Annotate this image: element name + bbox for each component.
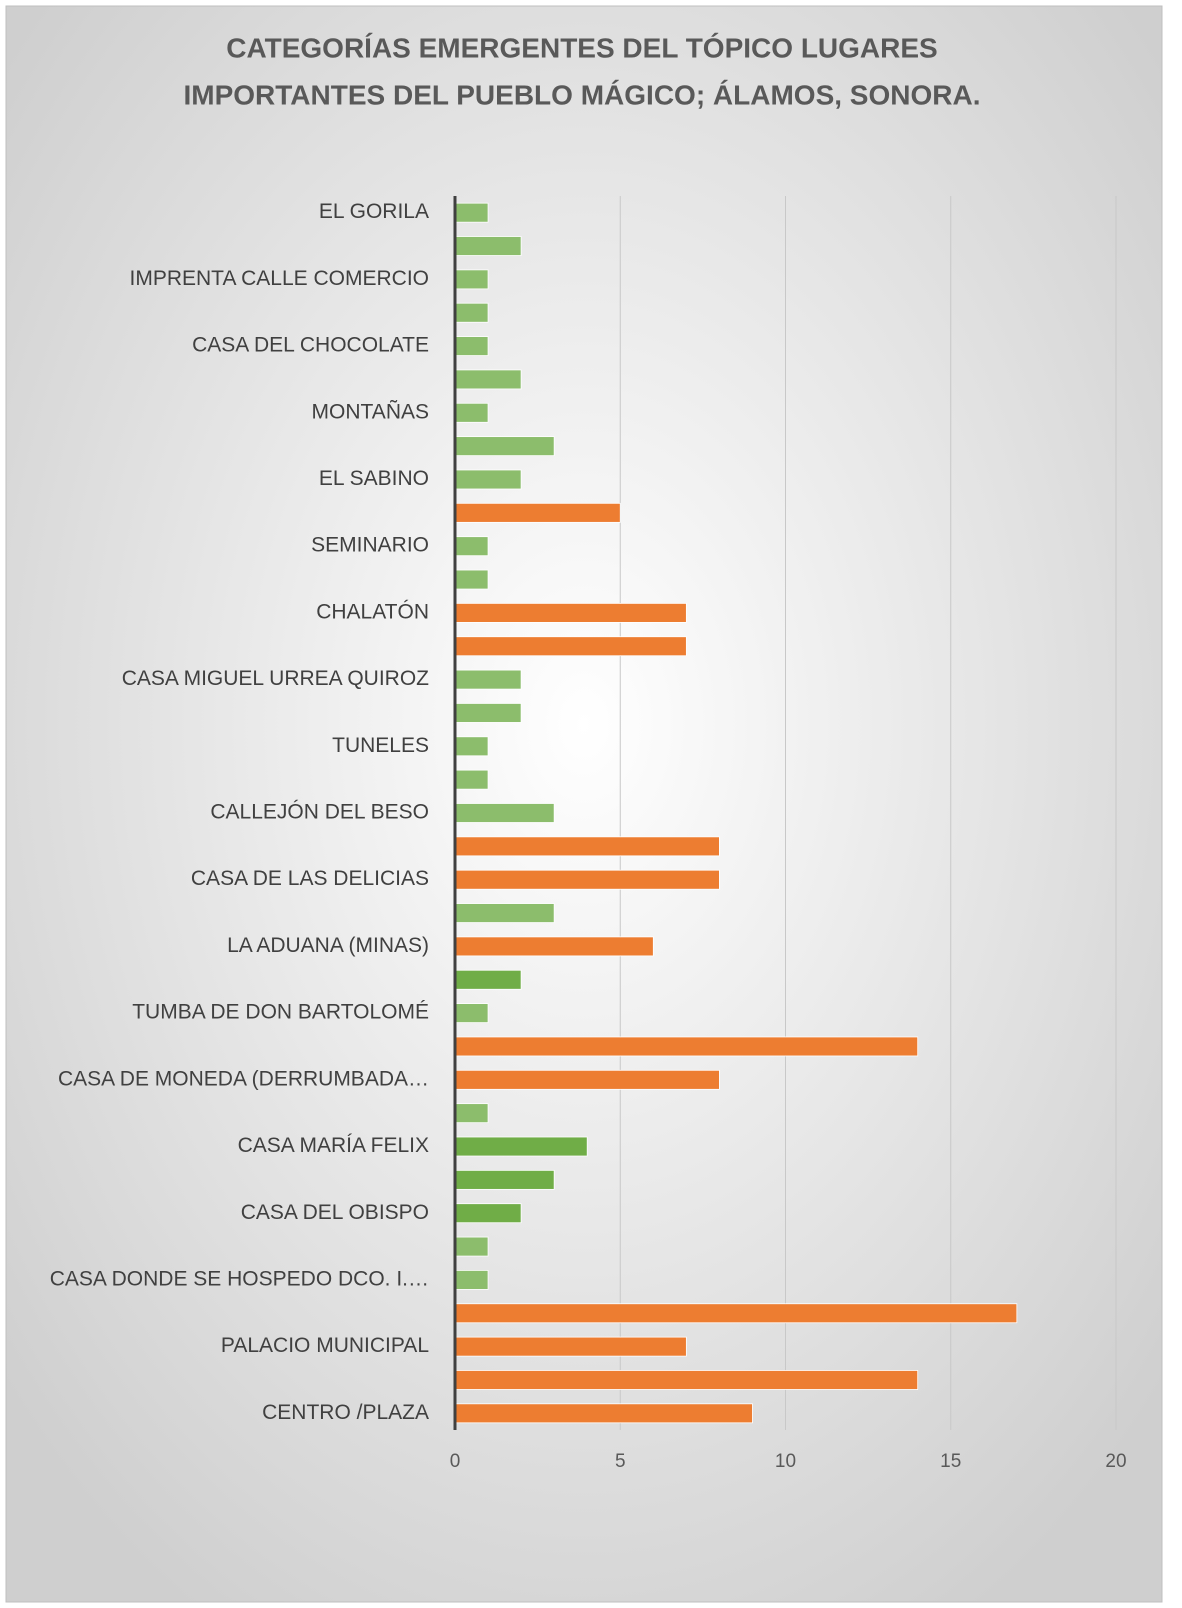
y-tick-label: TUNELES — [332, 734, 429, 757]
y-tick-label: CALLEJÓN DEL BESO — [210, 801, 429, 824]
bar — [454, 903, 555, 923]
bar — [454, 869, 720, 890]
bar — [454, 369, 522, 390]
y-tick-label: EL SABINO — [319, 467, 429, 490]
bar — [454, 969, 522, 990]
y-tick-label: CENTRO /PLAZA — [262, 1401, 429, 1424]
y-tick-label: CASA DEL CHOCOLATE — [192, 334, 429, 357]
bar — [454, 569, 489, 590]
bar — [454, 803, 555, 823]
y-tick-label: IMPRENTA CALLE COMERCIO — [130, 267, 430, 290]
y-tick-label: CASA MARÍA FELIX — [238, 1134, 429, 1157]
chart-title: CATEGORÍAS EMERGENTES DEL TÓPICO LUGARES — [226, 32, 937, 63]
chart-title: IMPORTANTES DEL PUEBLO MÁGICO; ÁLAMOS, S… — [184, 79, 981, 110]
bar — [454, 1203, 522, 1224]
y-tick-label: CASA DE LAS DELICIAS — [191, 867, 429, 890]
bar — [454, 469, 522, 490]
bar — [454, 502, 621, 523]
bar — [454, 1069, 720, 1090]
y-tick-label: CASA MIGUEL URREA QUIROZ — [122, 667, 429, 690]
bar — [454, 1136, 588, 1157]
bar — [454, 336, 489, 356]
y-tick-label: MONTAÑAS — [312, 399, 429, 423]
x-tick-label: 10 — [775, 1451, 796, 1472]
bar — [454, 402, 489, 423]
y-tick-label: TUMBA DE DON BARTOLOMÉ — [132, 1001, 429, 1024]
bar — [454, 536, 489, 557]
x-tick-label: 15 — [940, 1451, 961, 1472]
bar — [454, 936, 654, 957]
bar — [454, 302, 489, 323]
bar — [454, 1270, 489, 1290]
bar — [454, 769, 489, 790]
bar — [454, 636, 687, 657]
bar — [454, 669, 522, 690]
x-tick-label: 5 — [615, 1451, 626, 1472]
chart-background — [5, 5, 1163, 1603]
y-tick-label: SEMINARIO — [311, 534, 429, 557]
x-tick-label: 0 — [450, 1451, 461, 1472]
y-tick-label: CHALATÓN — [316, 600, 429, 623]
bar — [454, 1036, 919, 1057]
bar — [454, 1169, 555, 1190]
bar — [454, 236, 522, 256]
y-tick-label: PALACIO MUNICIPAL — [221, 1334, 429, 1357]
y-tick-label: LA ADUANA (MINAS) — [227, 934, 429, 957]
bar — [454, 1003, 489, 1024]
bar — [454, 1370, 919, 1390]
bar — [454, 1403, 753, 1424]
y-tick-label: CASA DEL OBISPO — [241, 1201, 429, 1224]
bar — [454, 202, 489, 223]
bar — [454, 736, 489, 757]
bar — [454, 1303, 1018, 1324]
bar — [454, 1236, 489, 1257]
y-tick-label: EL GORILA — [319, 200, 429, 223]
bar — [454, 436, 555, 457]
y-tick-label: CASA DE MONEDA (DERRUMBADA… — [58, 1067, 429, 1090]
bar — [454, 269, 489, 290]
bar — [454, 703, 522, 723]
bar — [454, 1103, 489, 1124]
bar — [454, 836, 720, 857]
bar — [454, 1336, 687, 1357]
x-tick-label: 20 — [1105, 1451, 1126, 1472]
bar — [454, 602, 687, 623]
y-tick-label: CASA DONDE SE HOSPEDO DCO. I.… — [50, 1267, 429, 1290]
